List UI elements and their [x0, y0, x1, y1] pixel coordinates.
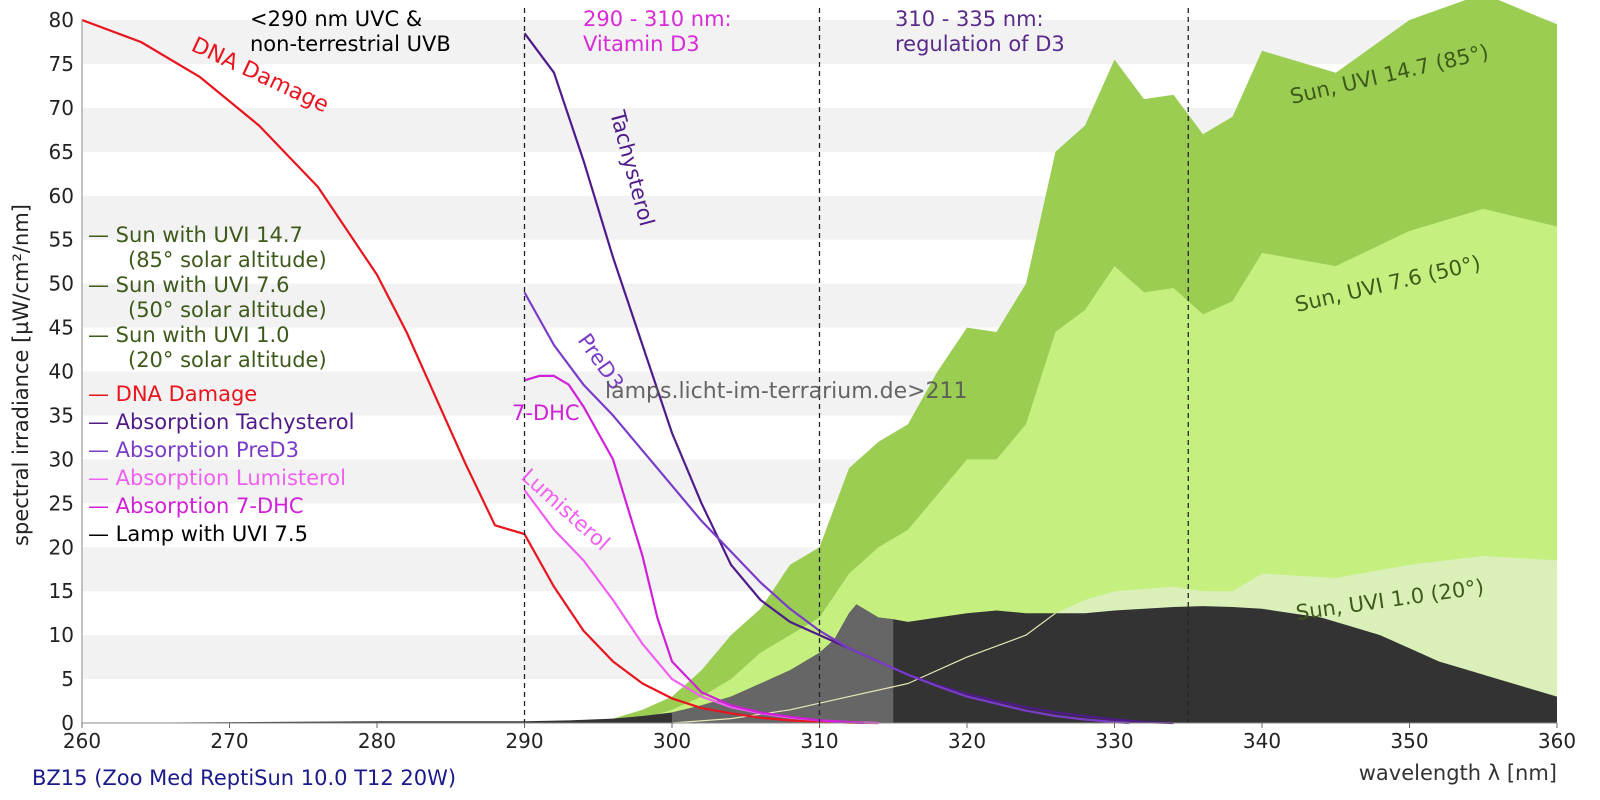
legend-entry-2-sub: (20° solar altitude) [128, 348, 327, 372]
y-tick-label: 0 [61, 711, 74, 735]
x-tick-label: 300 [653, 729, 691, 753]
legend-entry-7: — Absorption 7-DHC [88, 494, 304, 518]
y-tick-label: 45 [49, 316, 74, 340]
series-sun10line-line [671, 612, 1056, 724]
legend-entry-0: — Sun with UVI 14.7 [88, 223, 303, 247]
legend-entry-6: — Absorption Lumisterol [88, 466, 346, 490]
y-tick-label: 40 [49, 360, 74, 384]
y-axis-label: spectral irradiance [µW/cm²/nm] [9, 204, 33, 546]
legend-entry-2: — Sun with UVI 1.0 [88, 323, 290, 347]
x-tick-label: 280 [358, 729, 396, 753]
y-tick-label: 80 [49, 8, 74, 32]
axes: 260 270 280 290 300 310 320 330 340 350 360 0 5 10 15 2… [49, 8, 1577, 753]
x-tick-label: 360 [1538, 729, 1576, 753]
region-dividers [523, 8, 1189, 723]
region-label-0-line1: <290 nm UVC & [250, 7, 422, 31]
y-tick-label: 25 [49, 491, 74, 515]
series-dhc-line [524, 374, 864, 725]
region-label-2-line1: 310 - 335 nm: [895, 7, 1044, 31]
y-tick-label: 20 [49, 535, 74, 559]
watermark: lamps.licht-im-terrarium.de>211 [605, 379, 968, 404]
x-tick-label: 310 [800, 729, 838, 753]
y-tick-label: 70 [49, 96, 74, 120]
legend: — Sun with UVI 14.7(85° solar altitude)—… [88, 223, 354, 546]
y-tick-label: 30 [49, 447, 74, 471]
y-tick-label: 10 [49, 623, 74, 647]
y-tick-label: 75 [49, 52, 74, 76]
x-tick-label: 340 [1243, 729, 1281, 753]
legend-entry-5: — Absorption PreD3 [88, 438, 299, 462]
chart-caption: BZ15 (Zoo Med ReptiSun 10.0 T12 20W) [32, 766, 456, 790]
x-tick-label: 320 [948, 729, 986, 753]
x-tick-label: 260 [63, 729, 101, 753]
y-tick-label: 60 [49, 184, 74, 208]
region-label-2-line2: regulation of D3 [895, 32, 1065, 56]
region-label-1-line1: 290 - 310 nm: [583, 7, 732, 31]
y-tick-label: 55 [49, 228, 74, 252]
region-label-1-line2: Vitamin D3 [583, 32, 700, 56]
x-tick-label: 290 [505, 729, 543, 753]
x-axis-label: wavelength λ [nm] [1359, 761, 1557, 785]
y-tick-label: 65 [49, 140, 74, 164]
y-tick-label: 15 [49, 579, 74, 603]
series-pred3-line [523, 291, 1130, 725]
region-label-0-line2: non-terrestrial UVB [250, 32, 451, 56]
y-tick-label: 50 [49, 272, 74, 296]
x-tick-label: 350 [1390, 729, 1428, 753]
legend-entry-1: — Sun with UVI 7.6 [88, 273, 290, 297]
y-tick-label: 5 [61, 667, 74, 691]
legend-entry-0-sub: (85° solar altitude) [128, 248, 327, 272]
x-tick-label: 330 [1095, 729, 1133, 753]
series-dna-line [81, 18, 879, 725]
x-tick-label: 270 [210, 729, 248, 753]
legend-entry-1-sub: (50° solar altitude) [128, 298, 327, 322]
legend-entry-3: — DNA Damage [88, 382, 257, 406]
legend-entry-8: — Lamp with UVI 7.5 [88, 522, 308, 546]
series-label-7-dhc: 7-DHC [512, 401, 580, 425]
y-tick-label: 35 [49, 403, 74, 427]
legend-entry-4: — Absorption Tachysterol [88, 410, 354, 434]
